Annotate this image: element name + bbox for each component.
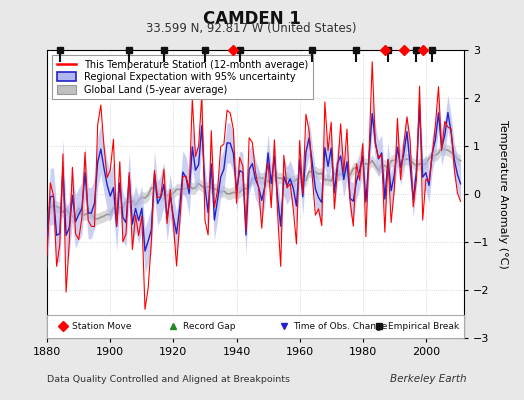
Legend: This Temperature Station (12-month average), Regional Expectation with 95% uncer: This Temperature Station (12-month avera… — [52, 55, 313, 100]
Text: Berkeley Earth: Berkeley Earth — [390, 374, 466, 384]
Y-axis label: Temperature Anomaly (°C): Temperature Anomaly (°C) — [498, 120, 508, 268]
Text: CAMDEN 1: CAMDEN 1 — [203, 10, 300, 28]
Text: Record Gap: Record Gap — [183, 322, 235, 331]
Text: Station Move: Station Move — [72, 322, 132, 331]
FancyBboxPatch shape — [47, 316, 464, 338]
Text: Empirical Break: Empirical Break — [388, 322, 459, 331]
Text: Data Quality Controlled and Aligned at Breakpoints: Data Quality Controlled and Aligned at B… — [47, 375, 290, 384]
Text: 33.599 N, 92.817 W (United States): 33.599 N, 92.817 W (United States) — [146, 22, 357, 35]
Text: Time of Obs. Change: Time of Obs. Change — [293, 322, 388, 331]
